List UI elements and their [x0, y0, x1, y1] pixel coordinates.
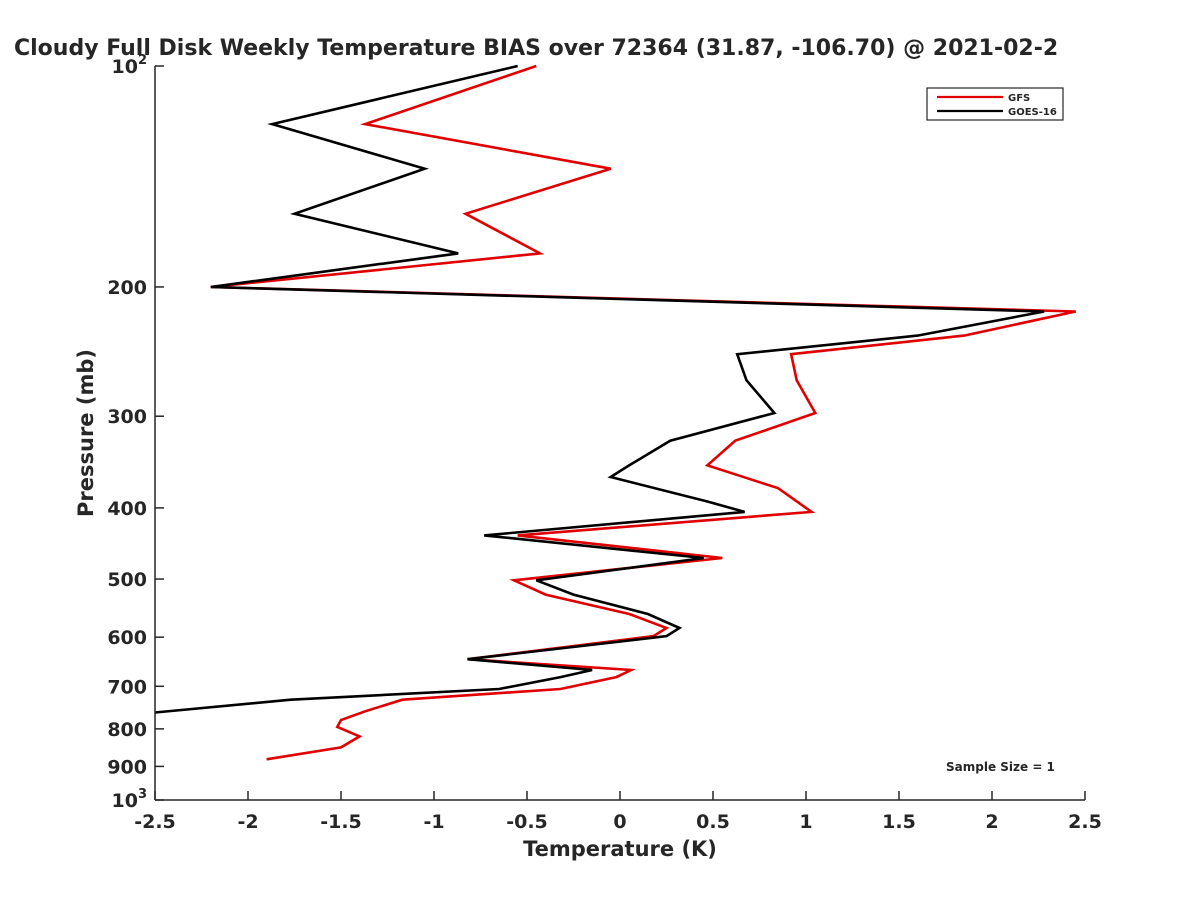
x-tick-label: 0.5 [696, 811, 730, 833]
legend: GFS GOES-16 [926, 87, 1064, 121]
x-tick-label: 2 [985, 811, 998, 833]
y-tick-exponent: 2 [138, 53, 147, 68]
legend-label-gfs: GFS [1008, 93, 1030, 104]
x-axis-ticks: -2.5 -2 -1.5 -1 -0.5 0 0.5 1 1.5 2 2.5 [134, 791, 1102, 833]
chart-title: Cloudy Full Disk Weekly Temperature BIAS… [14, 36, 1058, 61]
y-tick-label: 900 [107, 756, 147, 778]
y-tick-base: 800 [107, 719, 147, 741]
x-tick-label: -0.5 [506, 811, 548, 833]
plot-area: -2.5 -2 -1.5 -1 -0.5 0 0.5 1 1.5 2 2.5 10220030040… [107, 53, 1102, 833]
series-layer [154, 64, 1076, 761]
y-tick-base: 700 [107, 676, 147, 698]
x-tick-label: -1 [423, 811, 444, 833]
y-tick-base: 600 [107, 627, 147, 649]
y-tick-label: 103 [112, 787, 148, 812]
x-tick-label: 2.5 [1068, 811, 1102, 833]
y-tick-label: 102 [112, 53, 148, 78]
y-tick-base: 10 [112, 790, 138, 812]
x-axis-label: Temperature (K) [523, 837, 717, 861]
x-tick-label: 1 [799, 811, 812, 833]
x-tick-label: 0 [613, 811, 626, 833]
y-tick-label: 200 [107, 277, 147, 299]
y-tick-label: 400 [107, 498, 147, 520]
y-tick-base: 300 [107, 406, 147, 428]
y-tick-label: 500 [107, 569, 147, 591]
legend-label-goes16: GOES-16 [1008, 107, 1057, 118]
series-line-goes16 [154, 64, 1045, 714]
sample-size-annotation: Sample Size = 1 [946, 760, 1055, 774]
y-tick-exponent: 3 [138, 787, 147, 802]
y-tick-label: 300 [107, 406, 147, 428]
y-tick-label: 800 [107, 719, 147, 741]
legend-box [926, 87, 1064, 121]
x-tick-label: -1.5 [320, 811, 362, 833]
y-tick-label: 600 [107, 627, 147, 649]
y-tick-base: 10 [112, 56, 138, 78]
y-tick-base: 200 [107, 277, 147, 299]
y-axis-label: Pressure (mb) [74, 349, 98, 517]
y-tick-base: 900 [107, 756, 147, 778]
y-tick-label: 700 [107, 676, 147, 698]
x-tick-label: 1.5 [882, 811, 916, 833]
x-tick-label: -2.5 [134, 811, 176, 833]
x-tick-label: -2 [237, 811, 258, 833]
plot-background [155, 66, 1085, 800]
y-tick-base: 400 [107, 498, 147, 520]
y-tick-base: 500 [107, 569, 147, 591]
